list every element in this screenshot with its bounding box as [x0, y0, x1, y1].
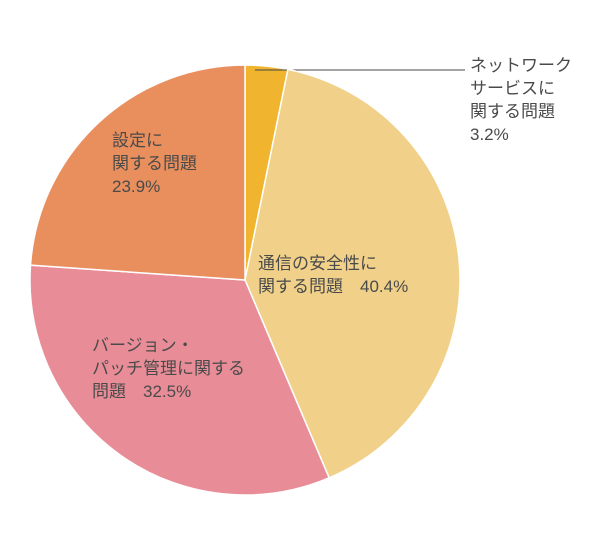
slice-label-config: 設定に 関する問題 23.9%	[112, 130, 197, 199]
slice-label-communication: 通信の安全性に 関する問題 40.4%	[258, 253, 408, 299]
slice-label-version: バージョン・ パッチ管理に関する 問題 32.5%	[92, 335, 245, 404]
pie-chart: ネットワーク サービスに 関する問題 3.2% 通信の安全性に 関する問題 40.…	[0, 0, 600, 535]
slice-label-network: ネットワーク サービスに 関する問題 3.2%	[470, 55, 572, 147]
